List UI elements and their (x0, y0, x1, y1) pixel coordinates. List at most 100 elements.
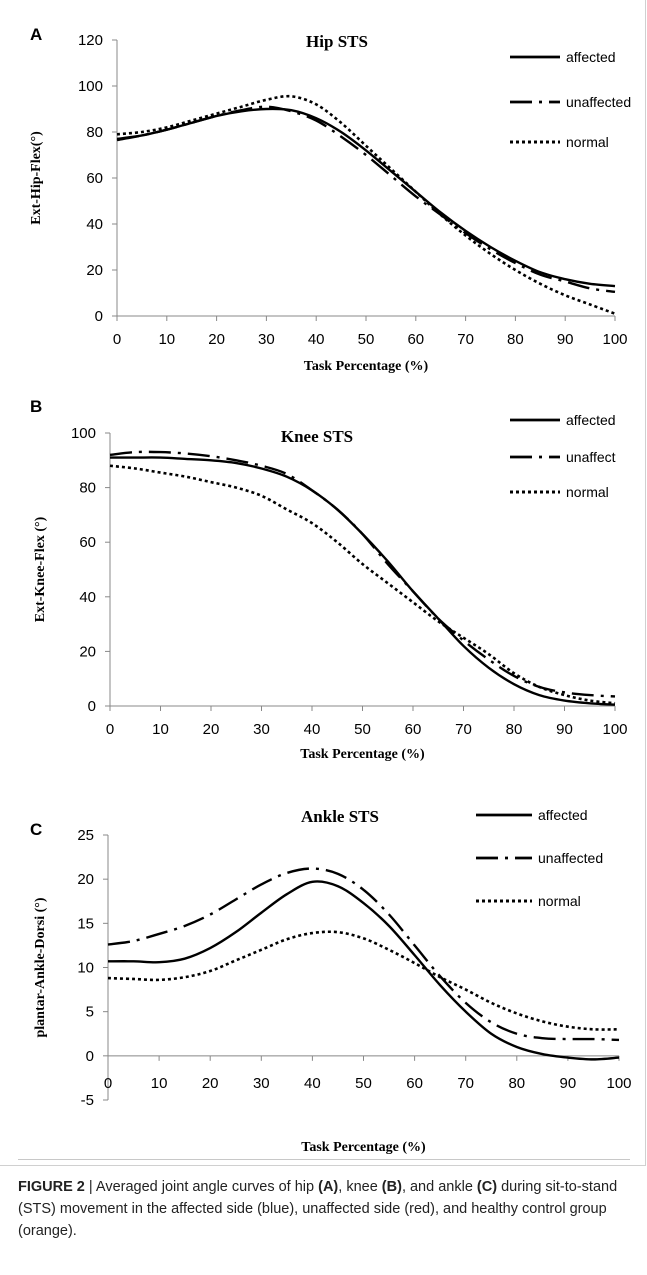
chart-title: Knee STS (281, 427, 353, 446)
y-tick-label: 20 (77, 871, 94, 888)
y-tick-label: 100 (71, 425, 96, 442)
x-tick-label: 50 (354, 721, 371, 738)
x-tick-label: 80 (507, 331, 524, 348)
caption-segment: (B) (381, 1179, 402, 1195)
series-line-normal (109, 464, 616, 705)
panel-letter: B (30, 397, 42, 416)
y-tick-label: 40 (79, 589, 96, 606)
caption-segment: (A) (318, 1179, 339, 1195)
x-tick-label: 100 (602, 331, 627, 348)
x-tick-label: 70 (457, 1075, 474, 1092)
caption-segment: , and ankle (401, 1179, 477, 1195)
caption-body: Averaged joint angle curves of hip (A), … (18, 1179, 617, 1239)
y-tick-label: -5 (81, 1092, 94, 1109)
x-tick-label: 100 (606, 1075, 631, 1092)
x-tick-label: 20 (203, 721, 220, 738)
x-tick-label: 20 (202, 1075, 219, 1092)
y-axis-title: plantar-Ankle-Dorsi (°) (33, 897, 48, 1037)
x-tick-label: 90 (557, 331, 574, 348)
legend-label: affected (538, 807, 588, 823)
x-tick-label: 50 (358, 331, 375, 348)
y-tick-label: 0 (86, 1048, 94, 1065)
series-line-affected (107, 880, 620, 1061)
legend-label: affected (566, 412, 616, 428)
x-tick-label: 80 (506, 721, 523, 738)
x-tick-label: 90 (556, 721, 573, 738)
x-tick-label: 40 (304, 1075, 321, 1092)
series-line-unaffected (107, 867, 620, 1042)
y-tick-label: 5 (86, 1004, 94, 1021)
x-tick-label: 80 (508, 1075, 525, 1092)
caption-separator: | (84, 1179, 96, 1195)
series-line-affected (116, 107, 616, 288)
y-tick-label: 0 (88, 698, 96, 715)
caption-segment: , knee (338, 1179, 382, 1195)
legend-label: normal (566, 134, 609, 150)
x-axis-title: Task Percentage (%) (300, 747, 425, 762)
y-tick-label: 60 (86, 170, 103, 187)
chart-panel-b: B Knee STS 0 20 40 60 80 100 0 10 20 30 40 50 60 70 80 90… (30, 397, 628, 762)
x-tick-label: 40 (304, 721, 321, 738)
y-tick-label: 60 (79, 534, 96, 551)
x-tick-label: 30 (253, 1075, 270, 1092)
series-line-unaffected (116, 105, 616, 294)
y-tick-label: 10 (77, 960, 94, 977)
caption-label: FIGURE 2 (18, 1179, 85, 1195)
figure-frame (0, 0, 646, 1166)
caption-divider (18, 1159, 630, 1160)
legend-label: normal (538, 893, 581, 909)
y-tick-label: 120 (78, 32, 103, 49)
x-tick-label: 60 (405, 721, 422, 738)
y-tick-label: 20 (79, 643, 96, 660)
x-tick-label: 0 (104, 1075, 112, 1092)
x-tick-label: 10 (158, 331, 175, 348)
caption-segment: during sit-to-stand (STS) movement in th… (18, 1179, 618, 1239)
y-axis-title: Ext-Knee-Flex (°) (33, 516, 48, 622)
legend-label: unaffected (538, 850, 603, 866)
y-tick-label: 100 (78, 78, 103, 95)
series-line-affected (110, 456, 616, 706)
y-tick-label: 20 (86, 262, 103, 279)
y-tick-label: 80 (86, 124, 103, 141)
x-tick-label: 30 (258, 331, 275, 348)
chart-panel-c: C Ankle STS -5 0 5 10 15 20 25 0 10 20 30 40 50 60 70 80 9… (30, 807, 632, 1155)
x-tick-label: 60 (406, 1075, 423, 1092)
legend-label: unaffected (566, 94, 631, 110)
x-tick-label: 70 (455, 721, 472, 738)
legend-label: normal (566, 484, 609, 500)
x-tick-label: 0 (113, 331, 121, 348)
x-tick-label: 20 (208, 331, 225, 348)
x-tick-label: 10 (151, 1075, 168, 1092)
y-tick-label: 15 (77, 915, 94, 932)
legend-label: affected (566, 49, 616, 65)
x-tick-label: 60 (407, 331, 424, 348)
y-tick-label: 80 (79, 480, 96, 497)
x-axis-title: Task Percentage (%) (301, 1140, 426, 1155)
y-tick-label: 40 (86, 216, 103, 233)
series-line-unaffect (109, 450, 616, 698)
y-tick-label: 25 (77, 827, 94, 844)
series-line-normal (116, 94, 616, 315)
figure-caption: FIGURE 2 | Averaged joint angle curves o… (18, 1176, 633, 1242)
x-tick-label: 90 (560, 1075, 577, 1092)
y-axis-title: Ext-Hip-Flex(°) (29, 131, 44, 225)
y-tick-label: 0 (95, 308, 103, 325)
x-tick-label: 100 (602, 721, 627, 738)
caption-segment: Averaged joint angle curves of hip (95, 1179, 319, 1195)
panel-letter: A (30, 25, 42, 44)
chart-title: Ankle STS (301, 807, 379, 826)
x-tick-label: 70 (457, 331, 474, 348)
x-axis-title: Task Percentage (%) (304, 359, 429, 374)
caption-segment: (C) (476, 1179, 498, 1195)
chart-panel-a: A Hip STS 0 20 40 60 80 100 120 0 10 20 30 40 50 60 70 80… (29, 25, 631, 374)
x-tick-label: 10 (152, 721, 169, 738)
x-tick-label: 50 (355, 1075, 372, 1092)
x-tick-label: 40 (308, 331, 325, 348)
x-tick-label: 0 (106, 721, 114, 738)
series-line-normal (107, 930, 620, 1031)
x-tick-label: 30 (253, 721, 270, 738)
panel-letter: C (30, 820, 42, 839)
chart-title: Hip STS (306, 32, 368, 51)
legend-label: unaffect (566, 449, 616, 465)
